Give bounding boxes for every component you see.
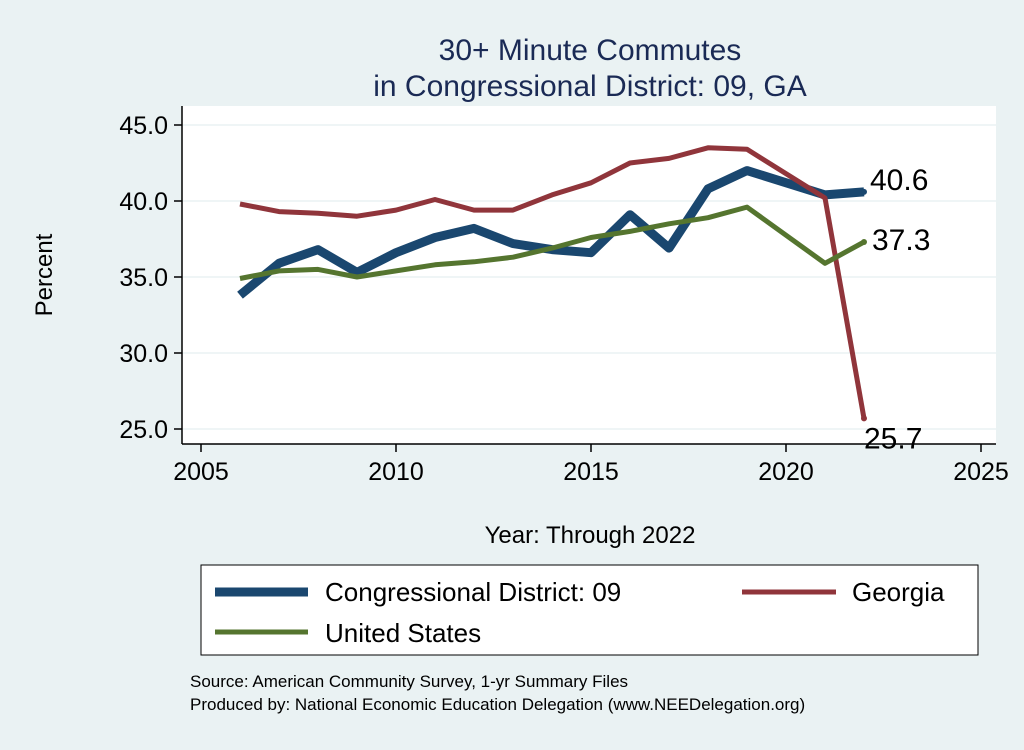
axes: 25.0 30.0 35.0 40.0 45.0 2005 2010 2015 2020 2025 <box>119 106 1009 486</box>
y-axis-label: Percent <box>31 233 58 316</box>
series-line-congressional-district-09 <box>237 166 865 299</box>
y-tick-label-35.0: 35.0 <box>119 264 168 292</box>
chart-title-line-2: in Congressional District: 09, GA <box>373 70 807 103</box>
end-labels: 40.6 25.7 37.3 <box>864 164 930 455</box>
series-end-point-georgia <box>861 415 867 422</box>
y-tick-label-30.0: 30.0 <box>119 340 168 368</box>
chart-title-line-1: 30+ Minute Commutes <box>439 34 742 67</box>
source-line-1: Source: American Community Survey, 1-yr … <box>190 672 628 691</box>
end-label-congressional-district-09: 40.6 <box>870 164 928 197</box>
x-axis-label: Year: Through 2022 <box>485 522 696 549</box>
legend-label-us: United States <box>325 618 481 648</box>
legend-box <box>200 564 979 656</box>
source-line-2: Produced by: National Economic Education… <box>190 695 805 714</box>
x-tick-label-2025: 2025 <box>953 458 1009 486</box>
series-layer <box>237 145 867 422</box>
x-tick-label-2015: 2015 <box>563 458 619 486</box>
series-line-united-states <box>239 204 866 281</box>
y-tick-label-40.0: 40.0 <box>119 188 168 216</box>
gridlines <box>182 124 996 430</box>
plot-area <box>182 106 996 444</box>
legend-label-georgia: Georgia <box>852 577 945 607</box>
series-line-georgia <box>239 145 867 419</box>
series-end-point-congressional-district-09 <box>861 188 867 195</box>
y-tick-label-45.0: 45.0 <box>119 112 168 140</box>
end-label-georgia: 25.7 <box>864 422 922 455</box>
y-tick-label-25.0: 25.0 <box>119 416 168 444</box>
x-tick-label-2005: 2005 <box>173 458 229 486</box>
x-tick-label-2020: 2020 <box>758 458 814 486</box>
x-tick-label-2010: 2010 <box>368 458 424 486</box>
end-label-united-states: 37.3 <box>872 224 930 257</box>
series-end-point-united-states <box>861 239 867 246</box>
legend: Congressional District: 09 Georgia Unite… <box>200 564 979 656</box>
legend-label-district: Congressional District: 09 <box>325 577 621 607</box>
